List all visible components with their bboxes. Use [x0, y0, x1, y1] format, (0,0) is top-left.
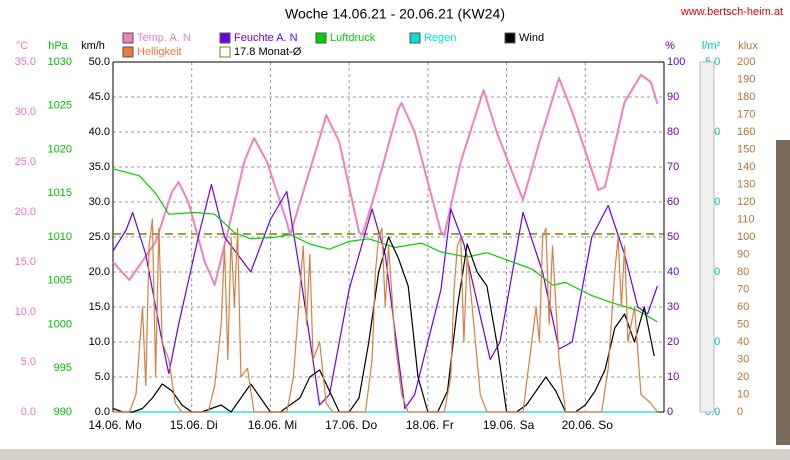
y-tick-label: 1015: [48, 187, 72, 199]
legend-label: Regen: [424, 32, 456, 44]
y-tick-label: 70: [737, 283, 749, 295]
y-tick-label: 35.0: [15, 56, 36, 68]
y-tick-label: 25.0: [15, 156, 36, 168]
y-tick-label: 20.0: [15, 206, 36, 218]
y-tick-label: 140: [737, 161, 755, 173]
x-tick-label: 17.06. Do: [325, 418, 377, 432]
series-line: [112, 168, 658, 323]
y-tick-label: 20: [737, 371, 749, 383]
axis-title: l/m²: [702, 40, 721, 52]
y-tick-label: 100: [737, 231, 755, 243]
y-tick-label: 50: [737, 318, 749, 330]
y-tick-label: 30.0: [15, 106, 36, 118]
y-tick-label: 0.0: [95, 406, 110, 418]
x-tick-label: 15.06. Di: [170, 418, 218, 432]
y-tick-label: 25.0: [89, 231, 110, 243]
y-tick-label: 30.0: [89, 196, 110, 208]
y-tick-label: 80: [737, 266, 749, 278]
y-tick-label: 200: [737, 56, 755, 68]
y-tick-label: 0: [667, 406, 673, 418]
y-tick-label: 90: [737, 248, 749, 260]
legend-swatch: [315, 32, 327, 44]
legend-label: Temp. A. N: [137, 32, 191, 44]
chart-title: Woche 14.06.21 - 20.06.21 (KW24): [285, 6, 505, 22]
y-tick-label: 995: [54, 362, 72, 374]
y-tick-label: 60: [667, 196, 679, 208]
y-tick-label: 190: [737, 73, 755, 85]
y-tick-label: 50.0: [89, 56, 110, 68]
legend-swatch: [504, 32, 516, 44]
axis-title: km/h: [81, 40, 105, 52]
y-tick-label: 35.0: [89, 161, 110, 173]
y-tick-label: 20.0: [89, 266, 110, 278]
y-tick-label: 50: [667, 231, 679, 243]
x-tick-label: 18.06. Fr: [406, 418, 454, 432]
legend-label: 17.8 Monat-Ø: [234, 46, 302, 58]
y-tick-label: 10.0: [89, 336, 110, 348]
y-tick-label: 160: [737, 126, 755, 138]
y-tick-label: 0: [737, 406, 743, 418]
y-tick-label: 20: [667, 336, 679, 348]
y-tick-label: 40: [667, 266, 679, 278]
axis-title: klux: [738, 40, 758, 52]
y-tick-label: 30: [667, 301, 679, 313]
y-tick-label: 15.0: [15, 256, 36, 268]
series-line: [112, 183, 658, 410]
side-image: [776, 140, 790, 445]
legend-swatch: [409, 32, 421, 44]
y-tick-label: 40.0: [89, 126, 110, 138]
series-line: [113, 218, 658, 413]
legend-label: Helligkeit: [137, 46, 182, 58]
y-tick-label: 110: [737, 213, 755, 225]
y-tick-label: 170: [737, 108, 755, 120]
y-tick-label: 10.0: [15, 306, 36, 318]
x-tick-label: 20.06. So: [562, 418, 614, 432]
y-tick-label: 40: [737, 336, 749, 348]
x-tick-label: 19.06. Sa: [483, 418, 535, 432]
y-tick-label: 60: [737, 301, 749, 313]
source-url: www.bertsch-heim.at: [680, 6, 783, 18]
y-tick-label: 100: [667, 56, 685, 68]
y-tick-label: 5.0: [21, 356, 36, 368]
y-tick-label: 30: [737, 353, 749, 365]
y-tick-label: 45.0: [89, 91, 110, 103]
y-tick-label: 990: [54, 406, 72, 418]
legend-swatch: [219, 46, 231, 58]
y-tick-label: 130: [737, 178, 755, 190]
axis-title: %: [665, 40, 675, 52]
axis-title: hPa: [48, 40, 68, 52]
y-tick-label: 0.0: [21, 406, 36, 418]
y-tick-label: 180: [737, 91, 755, 103]
legend-swatch: [122, 32, 134, 44]
y-tick-label: 1005: [48, 275, 72, 287]
legend-swatch: [122, 46, 134, 58]
series-line: [112, 74, 659, 286]
y-tick-label: 70: [667, 161, 679, 173]
y-tick-label: 10: [737, 388, 749, 400]
legend-label: Wind: [519, 32, 544, 44]
legend-label: Feuchte A. N: [234, 32, 298, 44]
y-tick-label: 10: [667, 371, 679, 383]
y-tick-label: 1030: [48, 56, 72, 68]
y-tick-label: 1000: [48, 318, 72, 330]
y-tick-label: 150: [737, 143, 755, 155]
legend-label: Luftdruck: [330, 32, 376, 44]
y-tick-label: 80: [667, 126, 679, 138]
right-strip: [699, 61, 715, 413]
y-tick-label: 1010: [48, 231, 72, 243]
legend-swatch: [219, 32, 231, 44]
y-tick-label: 5.0: [95, 371, 110, 383]
x-tick-label: 16.06. Mi: [248, 418, 297, 432]
y-tick-label: 1020: [48, 143, 72, 155]
axis-title: °C: [16, 40, 28, 52]
y-tick-label: 120: [737, 196, 755, 208]
y-tick-label: 15.0: [89, 301, 110, 313]
y-tick-label: 90: [667, 91, 679, 103]
status-bar: [0, 449, 790, 460]
x-tick-label: 14.06. Mo: [88, 418, 142, 432]
y-tick-label: 1025: [48, 100, 72, 112]
